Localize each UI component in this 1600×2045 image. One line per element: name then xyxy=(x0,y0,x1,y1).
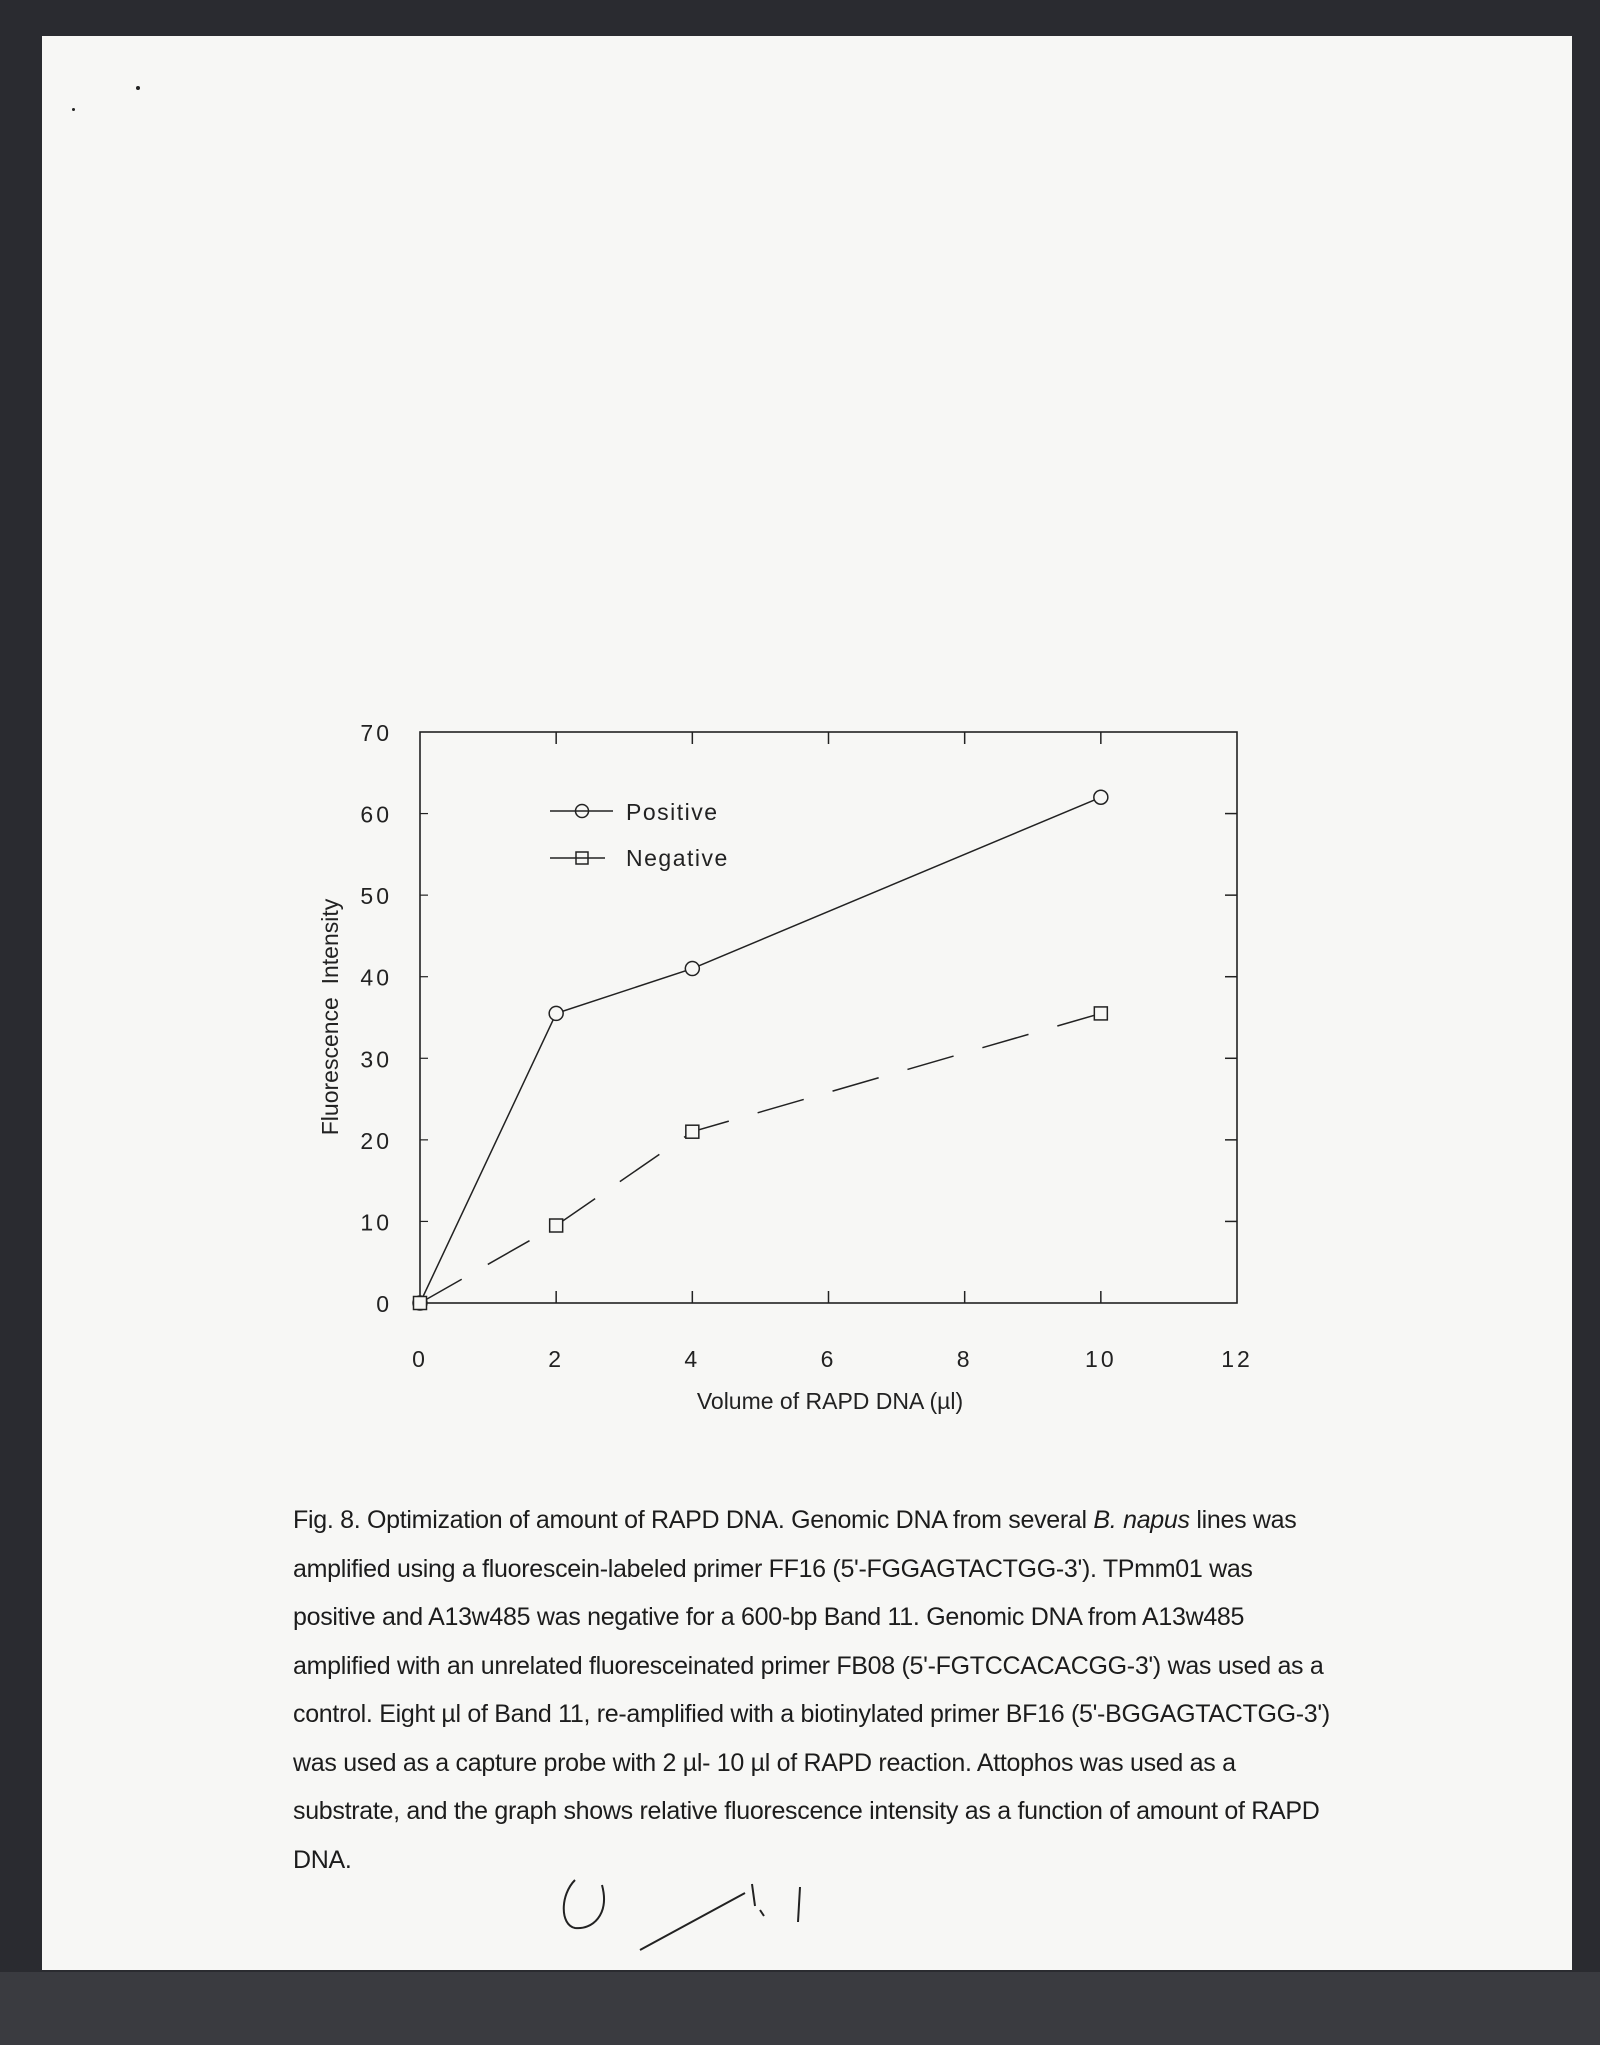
species-name: B. napus xyxy=(1093,1506,1190,1534)
caption-line: Fig. 8. Optimization of amount of RAPD D… xyxy=(293,1496,1353,1545)
data-point-negative xyxy=(685,1124,700,1139)
caption-line: control. Eight µl of Band 11, re-amplifi… xyxy=(293,1700,1330,1728)
caption-line: positive and A13w485 was negative for a … xyxy=(293,1603,1245,1631)
plot-frame xyxy=(419,731,1238,1304)
y-tick-label: 20 xyxy=(360,1128,392,1154)
y-tick-label: 0 xyxy=(376,1291,392,1317)
x-tick-label: 2 xyxy=(548,1346,564,1372)
data-point-negative xyxy=(1093,1006,1109,1021)
caption-line: was used as a capture probe with 2 µl- 1… xyxy=(293,1748,1236,1777)
y-tick-label: 30 xyxy=(360,1046,392,1072)
caption-line: amplified with an unrelated fluoresceina… xyxy=(293,1651,1324,1680)
y-axis-label: Fluorescence Intensity xyxy=(317,898,343,1135)
x-tick-label: 6 xyxy=(821,1346,837,1372)
caption-text: lines was xyxy=(1189,1506,1297,1534)
figure-caption: Fig. 8. Optimization of amount of RAPD D… xyxy=(293,1496,1353,1884)
x-axis-label: Volume of RAPD DNA (µl) xyxy=(697,1388,963,1414)
handwritten-note xyxy=(562,1879,801,1951)
legend-marker-positive xyxy=(574,803,590,819)
caption-line: substrate, and the graph shows relative … xyxy=(293,1797,1320,1825)
legend-marker-negative xyxy=(575,851,589,865)
caption-text: Fig. 8. Optimization of amount of RAPD D… xyxy=(293,1506,1094,1534)
y-tick-label: 10 xyxy=(360,1209,392,1235)
legend: Positive Negative xyxy=(550,799,729,871)
x-tick-label: 0 xyxy=(412,1346,428,1372)
y-tick-label: 40 xyxy=(360,965,392,991)
series-line-negative xyxy=(419,1012,1102,1304)
scanner-background xyxy=(0,1972,1600,2045)
data-point-negative xyxy=(412,1295,428,1311)
legend-label-positive: Positive xyxy=(626,799,719,825)
data-point-positive xyxy=(684,960,701,977)
series-line-positive xyxy=(419,796,1102,1304)
y-tick-label: 50 xyxy=(360,883,392,909)
speck xyxy=(136,86,140,90)
speck xyxy=(72,108,75,111)
caption-line: DNA. xyxy=(293,1845,352,1874)
y-tick-label: 60 xyxy=(360,802,392,828)
data-point-positive xyxy=(1093,789,1109,806)
x-tick-label: 4 xyxy=(684,1346,700,1372)
caption-line: amplified using a fluorescein-labeled pr… xyxy=(293,1554,1253,1583)
x-tick-label: 8 xyxy=(957,1346,973,1372)
legend-label-negative: Negative xyxy=(626,845,729,871)
data-point-negative xyxy=(548,1218,564,1233)
x-tick-label: 12 xyxy=(1221,1346,1253,1372)
x-tick-label: 10 xyxy=(1085,1346,1117,1372)
y-tick-label: 70 xyxy=(360,720,392,746)
data-point-positive xyxy=(548,1005,564,1022)
document-page xyxy=(42,36,1572,1970)
